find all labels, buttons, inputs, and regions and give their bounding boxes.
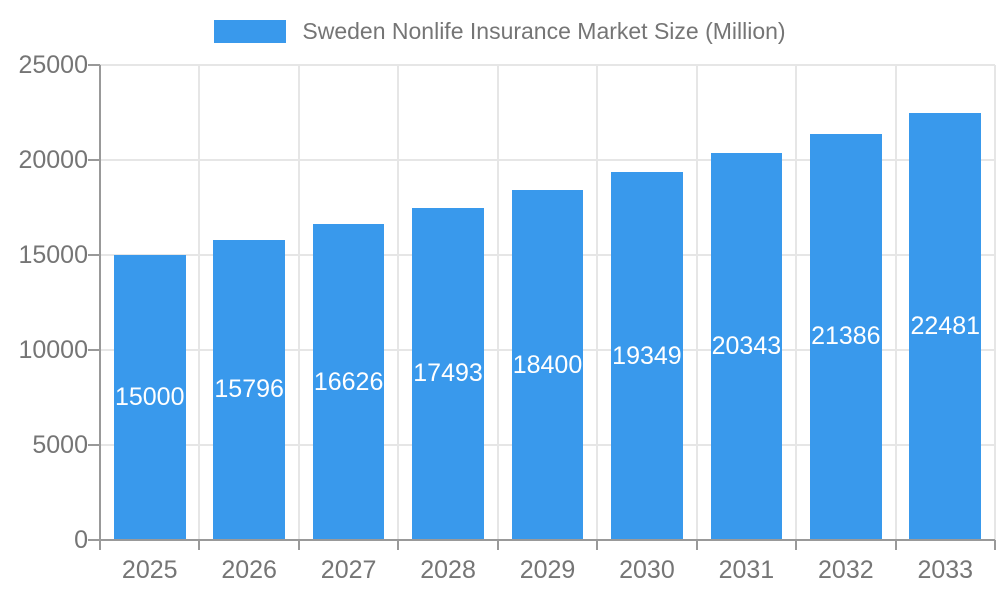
x-axis-tick: [994, 540, 996, 550]
x-axis-tick: [795, 540, 798, 550]
x-axis-category-label: 2025: [121, 556, 178, 584]
bar-value-label: 15796: [214, 375, 284, 404]
y-axis-tick-label: 0: [74, 525, 88, 554]
vertical-gridline: [795, 65, 798, 540]
x-axis-tick: [397, 540, 400, 550]
y-axis-line: [99, 65, 101, 540]
vertical-gridline: [198, 65, 201, 540]
y-axis-tick: [88, 349, 100, 351]
y-axis-tick-label: 25000: [18, 50, 88, 79]
vertical-gridline: [894, 65, 897, 540]
bar-value-label: 19349: [612, 341, 682, 370]
y-axis-tick-label: 10000: [18, 335, 88, 364]
y-axis-tick: [88, 444, 100, 446]
vertical-gridline: [994, 65, 996, 540]
x-axis-tick: [297, 540, 300, 550]
y-axis-tick: [88, 539, 100, 541]
vertical-gridline: [496, 65, 499, 540]
bar-2029[interactable]: 18400: [511, 190, 584, 540]
vertical-gridline: [297, 65, 300, 540]
legend-swatch-icon: [214, 20, 287, 43]
bar-value-label: 21386: [811, 322, 881, 351]
y-axis-tick: [88, 64, 100, 66]
bar-value-label: 17493: [413, 359, 483, 388]
bar-value-label: 16626: [313, 367, 384, 396]
horizontal-gridline: [100, 64, 995, 66]
bar-2025[interactable]: 15000: [113, 255, 186, 540]
y-axis-tick-label: 5000: [32, 430, 88, 459]
bar-2028[interactable]: 17493: [412, 207, 484, 540]
x-axis-category-label: 2029: [519, 556, 576, 584]
vertical-gridline: [397, 65, 400, 540]
bar-2030[interactable]: 19349: [611, 172, 683, 540]
bar-2032[interactable]: 21386: [810, 133, 882, 540]
x-axis-tick: [596, 540, 599, 550]
x-axis-tick: [496, 540, 499, 550]
x-axis-line: [100, 539, 995, 541]
bar-2027[interactable]: 16626: [312, 224, 385, 540]
x-axis-tick: [695, 540, 698, 550]
y-axis-tick: [88, 254, 100, 256]
x-axis-tick: [894, 540, 897, 550]
bar-value-label: 20343: [711, 332, 782, 361]
bar-2033[interactable]: 22481: [909, 112, 982, 540]
bar-value-label: 22481: [910, 311, 981, 340]
x-axis-category-label: 2027: [320, 556, 377, 584]
legend-label: Sweden Nonlife Insurance Market Size (Mi…: [302, 18, 786, 44]
vertical-gridline: [596, 65, 599, 540]
x-axis-tick: [198, 540, 201, 550]
y-axis-tick-label: 20000: [18, 145, 88, 174]
vertical-gridline: [695, 65, 698, 540]
x-axis-category-label: 2031: [718, 556, 775, 584]
bar-value-label: 15000: [114, 383, 185, 411]
x-axis-tick: [99, 540, 101, 550]
plot-area: 0 5000 10000 15000 20000 25000 2025 2026 2027 202…: [18, 51, 996, 584]
x-axis-category-label: 2033: [917, 556, 974, 584]
x-axis-category-label: 2026: [221, 556, 277, 584]
bar-2026[interactable]: 15796: [213, 239, 285, 540]
x-axis-category-label: 2032: [818, 556, 874, 584]
y-axis-tick-label: 15000: [18, 240, 88, 269]
bar-2031[interactable]: 20343: [710, 153, 783, 540]
bar-value-label: 18400: [512, 350, 583, 379]
y-axis-tick: [88, 159, 100, 161]
horizontal-gridline: [100, 159, 995, 161]
chart-legend[interactable]: Sweden Nonlife Insurance Market Size (Mi…: [0, 18, 1000, 45]
x-axis-category-label: 2030: [619, 556, 675, 584]
x-axis-category-label: 2028: [420, 556, 476, 584]
